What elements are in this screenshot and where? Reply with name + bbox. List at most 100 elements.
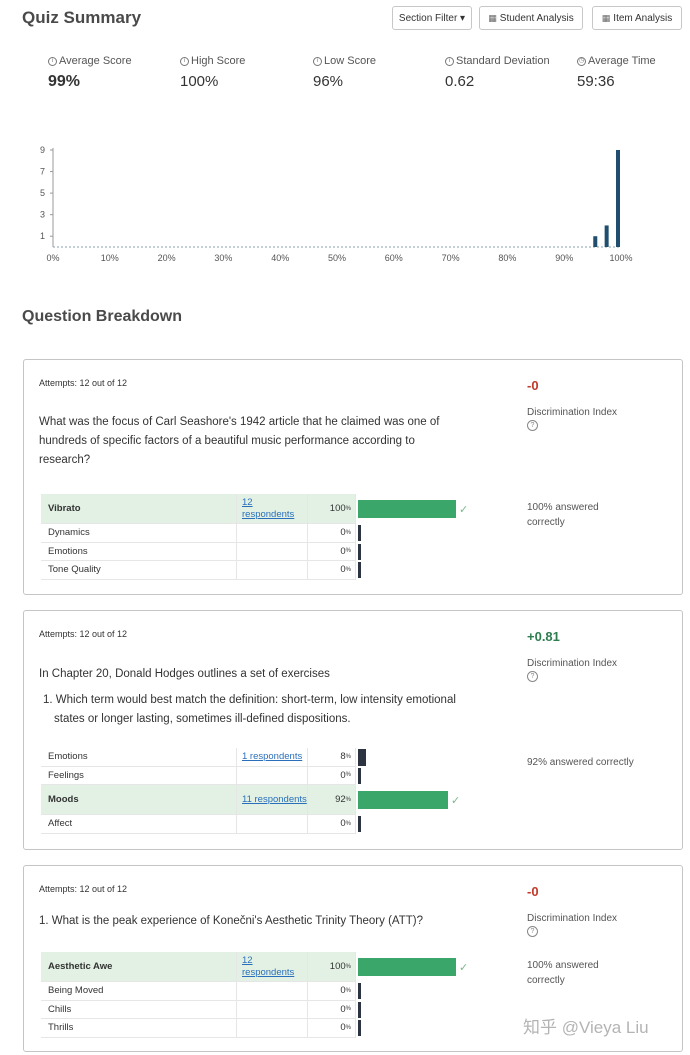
percent-value: 0: [340, 564, 346, 576]
percent-sign: %: [345, 963, 351, 970]
percent-value: 100: [329, 961, 346, 972]
histogram-bar: [593, 236, 598, 247]
percent-bar: [358, 767, 361, 784]
section-filter-button[interactable]: Section Filter ▾: [392, 6, 472, 30]
percent-value: 0: [340, 769, 346, 781]
watermark: 知乎 @Vieya Liu: [523, 1018, 649, 1037]
answer-label: Aesthetic Awe: [41, 952, 237, 982]
x-tick-label: 100%: [609, 253, 632, 263]
page-title: Quiz Summary: [22, 8, 142, 27]
answer-label: Vibrato: [41, 494, 237, 524]
discrimination-score: -0: [527, 378, 539, 393]
help-icon[interactable]: ?: [527, 671, 538, 682]
answer-row: Affect 0%: [41, 815, 481, 834]
question-subtext: 1. Which term would best match the defin…: [43, 694, 456, 725]
stat-label: Average Score: [59, 55, 132, 67]
respondents-link[interactable]: 1 respondents: [242, 750, 303, 762]
x-tick-label: 30%: [214, 253, 232, 263]
stat-value: 99%: [48, 73, 81, 90]
discrimination-label: Discrimination Index: [527, 913, 618, 924]
x-tick-label: 40%: [271, 253, 289, 263]
percent-sign: %: [345, 566, 351, 573]
respondents-cell: [237, 1000, 308, 1019]
respondents-cell: [237, 542, 308, 561]
answer-row: Chills 0%: [41, 1000, 481, 1019]
check-icon: ✓: [459, 961, 469, 974]
help-icon[interactable]: ?: [527, 926, 538, 937]
stat-average-time: ◷ Average Time 59:36: [577, 55, 656, 90]
answer-label: Tone Quality: [41, 561, 237, 580]
stat-low-score: i Low Score 96%: [313, 55, 376, 90]
respondents-cell: [237, 766, 308, 785]
x-tick-label: 50%: [328, 253, 346, 263]
info-circle-icon: i: [445, 56, 454, 66]
answer-row: Thrills 0%: [41, 1019, 481, 1038]
stat-label: High Score: [191, 55, 246, 67]
chart-icon: ▦: [601, 12, 611, 23]
attempts-label: Attempts: 12 out of 12: [39, 378, 128, 388]
percent-value: 0: [340, 985, 346, 997]
percent-cell: 0%: [308, 561, 356, 580]
info-circle-icon: i: [180, 56, 189, 66]
respondents-link[interactable]: 12 respondents: [242, 954, 295, 978]
percent-bar: [358, 1020, 361, 1037]
percent-cell: 100%: [308, 494, 356, 524]
stat-value: 0.62: [445, 73, 475, 90]
item-analysis-button[interactable]: ▦ Item Analysis: [592, 6, 682, 30]
percent-cell: 100%: [308, 952, 356, 982]
percent-value: 8: [340, 751, 346, 763]
respondents-link[interactable]: 11 respondents: [242, 793, 307, 805]
answer-row: Moods 11 respondents 92% ✓: [41, 785, 481, 815]
student-analysis-button[interactable]: ▦ Student Analysis: [479, 6, 583, 30]
discrimination-score: -0: [527, 884, 539, 899]
percent-correct-note: 100% answered correctly: [527, 960, 599, 986]
discrimination-index: Discrimination Index ?: [527, 913, 617, 937]
percent-cell: 0%: [308, 542, 356, 561]
respondents-cell: 12 respondents: [237, 494, 308, 524]
stat-standard-deviation: i Standard Deviation 0.62: [445, 55, 550, 90]
answer-label: Chills: [41, 1000, 237, 1019]
answer-row: Dynamics 0%: [41, 524, 481, 543]
y-tick-label: 7: [40, 167, 45, 177]
answer-label: Being Moved: [41, 982, 237, 1001]
percent-cell: 0%: [308, 815, 356, 834]
percent-sign: %: [345, 753, 351, 760]
answer-row: Aesthetic Awe 12 respondents 100% ✓: [41, 952, 481, 982]
stat-value: 59:36: [577, 73, 615, 90]
percent-value: 0: [340, 818, 346, 830]
question-card: Attempts: 12 out of 12 In Chapter 20, Do…: [23, 610, 683, 850]
help-icon[interactable]: ?: [527, 420, 538, 431]
answer-label: Moods: [41, 785, 237, 815]
attempts-label: Attempts: 12 out of 12: [39, 884, 128, 894]
percent-cell: 0%: [308, 524, 356, 543]
attempts-label: Attempts: 12 out of 12: [39, 629, 128, 639]
respondents-cell: [237, 982, 308, 1001]
percent-bar: [358, 543, 361, 560]
discrimination-index: Discrimination Index ?: [527, 658, 617, 682]
x-tick-label: 0%: [46, 253, 59, 263]
percent-value: 0: [340, 1003, 346, 1015]
clock-icon: ◷: [577, 56, 586, 66]
percent-cell: 0%: [308, 1000, 356, 1019]
y-tick-label: 3: [40, 210, 45, 220]
section-filter-label: Section Filter ▾: [398, 12, 466, 24]
percent-cell: 0%: [308, 1019, 356, 1038]
answer-row: Being Moved 0%: [41, 982, 481, 1001]
stat-label: Average Time: [588, 55, 656, 67]
stat-value: 100%: [180, 73, 219, 90]
student-analysis-label: Student Analysis: [499, 12, 574, 24]
percent-bar: [358, 562, 361, 579]
percent-bar: [358, 525, 361, 542]
x-tick-label: 80%: [498, 253, 516, 263]
item-analysis-label: Item Analysis: [613, 12, 673, 24]
respondents-link[interactable]: 12 respondents: [242, 496, 295, 520]
stat-average-score: i Average Score 99%: [48, 55, 132, 91]
question-card: Attempts: 12 out of 12 What was the focu…: [23, 359, 683, 595]
respondents-cell: [237, 815, 308, 834]
y-tick-label: 1: [40, 231, 45, 241]
answer-label: Dynamics: [41, 524, 237, 543]
discrimination-score: +0.81: [527, 629, 560, 644]
x-tick-label: 60%: [385, 253, 403, 263]
discrimination-index: Discrimination Index ?: [527, 407, 617, 431]
stat-label: Low Score: [324, 55, 376, 67]
